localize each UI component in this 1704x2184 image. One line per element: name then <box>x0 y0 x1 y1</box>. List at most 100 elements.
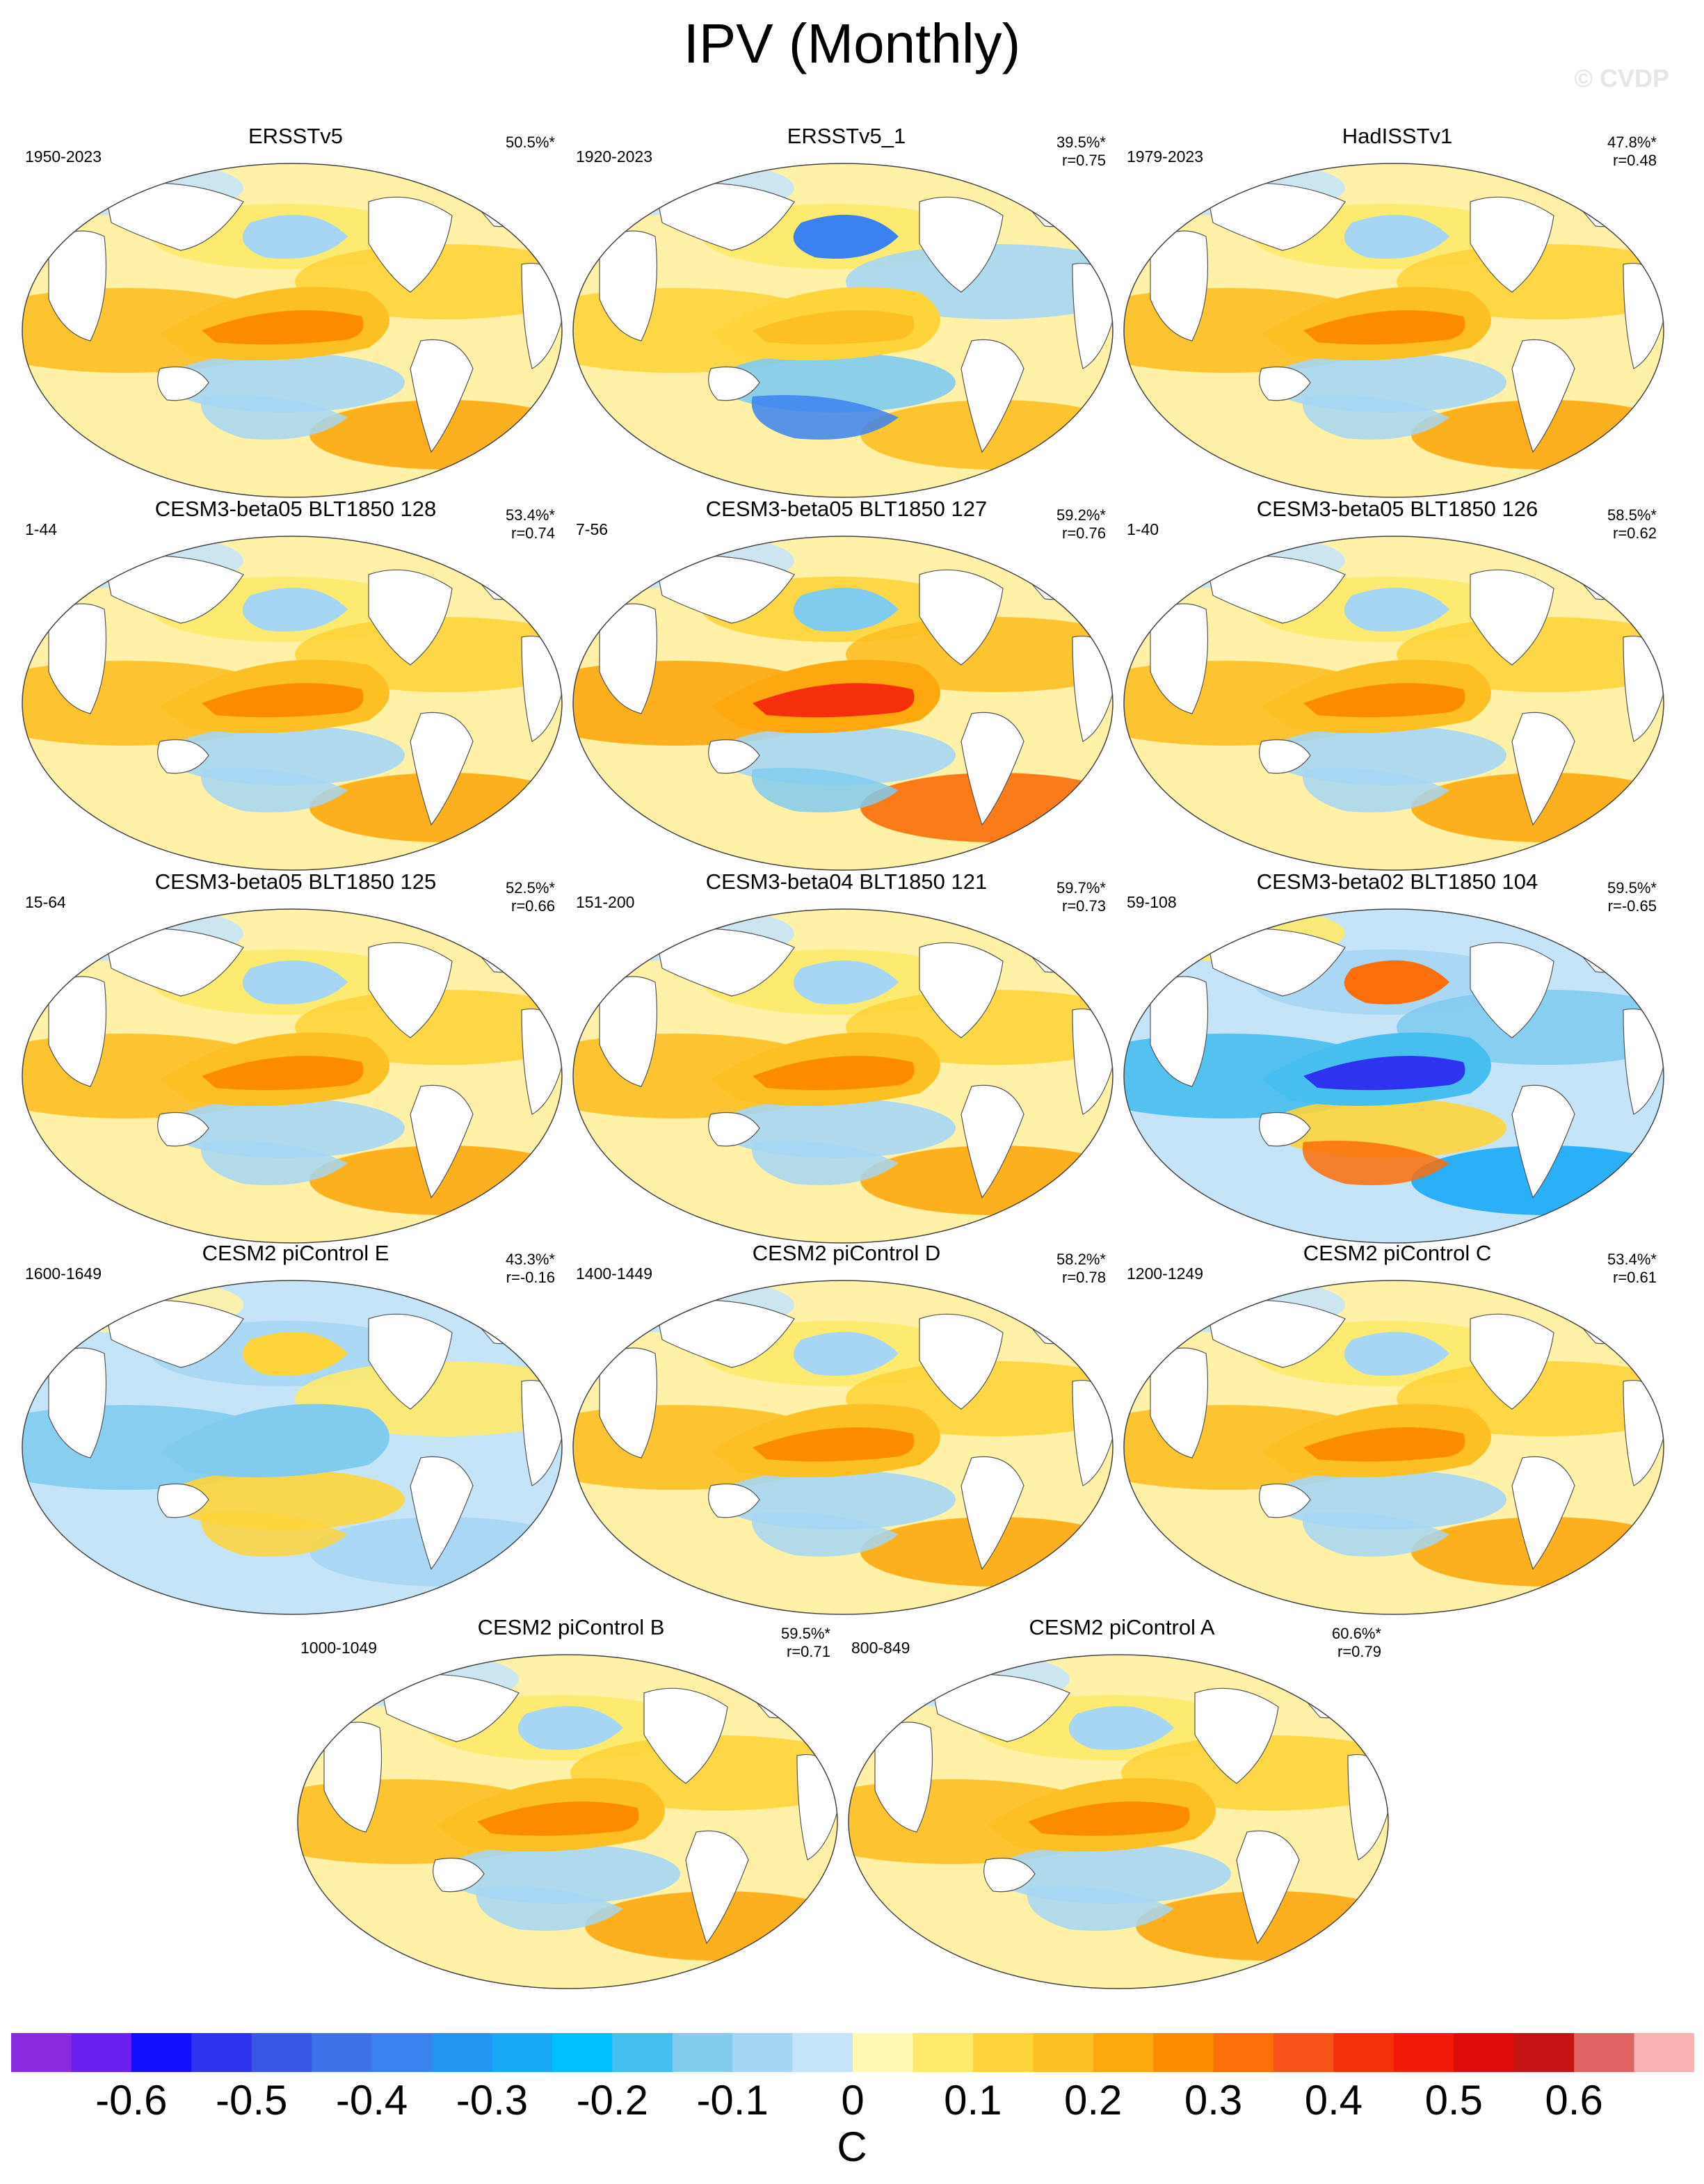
colorbar-swatch <box>732 2033 793 2072</box>
map-panel: ERSSTv51950-2023 50.5%* <box>21 124 570 499</box>
panel-stats: 39.5%*r=0.75 <box>1056 134 1106 170</box>
panel-stats: 58.5%*r=0.62 <box>1607 506 1657 543</box>
panel-stats: 59.5%*r=-0.65 <box>1607 879 1657 915</box>
variance-explained: 53.4%* <box>506 506 555 524</box>
panel-period: 1920-2023 <box>576 147 652 166</box>
colorbar-tick-label: 0.2 <box>1038 2076 1149 2125</box>
variance-explained: 53.4%* <box>1607 1251 1657 1269</box>
variance-explained: 50.5%* <box>506 134 555 152</box>
page-title: IPV (Monthly) <box>0 6 1704 82</box>
pattern-correlation: r=0.61 <box>1607 1269 1657 1287</box>
variance-explained: 59.5%* <box>1607 879 1657 897</box>
variance-explained: 43.3%* <box>506 1251 555 1269</box>
panel-period: 151-200 <box>576 893 634 912</box>
panel-stats: 43.3%*r=-0.16 <box>506 1251 555 1287</box>
map-panel: CESM3-beta05 BLT1850 1281-44 53.4%*r=0.74 <box>21 497 570 872</box>
sst-map <box>572 1277 1121 1618</box>
panel-stats: 60.6%*r=0.79 <box>1332 1625 1381 1661</box>
colorbar-swatch <box>1093 2033 1154 2072</box>
panel-period: 15-64 <box>25 893 66 912</box>
map-panel: ERSSTv5_11920-202339.5%*r=0.75 <box>572 124 1121 499</box>
panel-stats: 59.7%*r=0.73 <box>1056 879 1106 915</box>
panel-period: 59-108 <box>1127 893 1177 912</box>
colorbar-swatch <box>913 2033 973 2072</box>
panel-title: CESM3-beta04 BLT1850 121 <box>572 869 1121 894</box>
colorbar-swatch <box>612 2033 673 2072</box>
colorbar-tick-label: 0.5 <box>1398 2076 1509 2125</box>
panel-stats: 53.4%*r=0.74 <box>506 506 555 543</box>
panel-stats: 59.5%*r=0.71 <box>781 1625 830 1661</box>
colorbar-swatch <box>853 2033 913 2072</box>
variance-explained: 59.5%* <box>781 1625 830 1643</box>
sst-map <box>1123 906 1672 1246</box>
panel-title: CESM3-beta05 BLT1850 128 <box>21 497 570 522</box>
variance-explained: 58.2%* <box>1056 1251 1106 1269</box>
sst-map <box>21 160 570 501</box>
panel-title: CESM3-beta05 BLT1850 125 <box>21 869 570 894</box>
sst-map <box>572 906 1121 1246</box>
colorbar-swatch <box>673 2033 733 2072</box>
sst-map <box>21 533 570 874</box>
colorbar-swatch <box>191 2033 252 2072</box>
variance-explained: 60.6%* <box>1332 1625 1381 1643</box>
panel-period: 1200-1249 <box>1127 1264 1203 1283</box>
colorbar-swatch <box>372 2033 433 2072</box>
panel-title: CESM2 piControl C <box>1123 1241 1672 1266</box>
colorbar-swatch <box>1574 2033 1634 2072</box>
sst-map <box>21 906 570 1246</box>
colorbar-tick-label: 0 <box>797 2076 908 2125</box>
colorbar-swatch <box>1333 2033 1394 2072</box>
sst-map <box>847 1651 1397 1992</box>
pattern-correlation: r=0.62 <box>1607 524 1657 543</box>
panel-stats: 50.5%* <box>506 134 555 152</box>
panel-period: 1-44 <box>25 520 57 539</box>
sst-map <box>296 1651 846 1992</box>
sst-map <box>1123 1277 1672 1618</box>
panel-title: CESM2 piControl A <box>847 1615 1397 1640</box>
pattern-correlation: r=0.74 <box>506 524 555 543</box>
colorbar-tick-label: -0.3 <box>436 2076 547 2125</box>
panel-period: 1600-1649 <box>25 1264 102 1283</box>
colorbar-swatch <box>1514 2033 1575 2072</box>
map-panel: CESM2 piControl B1000-104959.5%*r=0.71 <box>296 1615 846 1991</box>
panel-title: CESM3-beta05 BLT1850 127 <box>572 497 1121 522</box>
pattern-correlation: r=0.71 <box>781 1643 830 1661</box>
colorbar-swatch <box>1634 2033 1694 2072</box>
map-panel: CESM3-beta02 BLT1850 10459-10859.5%*r=-0… <box>1123 869 1672 1245</box>
panel-title: CESM2 piControl E <box>21 1241 570 1266</box>
colorbar-swatch <box>1273 2033 1334 2072</box>
panel-period: 1979-2023 <box>1127 147 1203 166</box>
panel-stats: 53.4%*r=0.61 <box>1607 1251 1657 1287</box>
map-panel: CESM2 piControl A800-849 60.6%*r=0.79 <box>847 1615 1397 1991</box>
variance-explained: 59.7%* <box>1056 879 1106 897</box>
pattern-correlation: r=0.48 <box>1607 152 1657 170</box>
pattern-correlation: r=0.75 <box>1056 152 1106 170</box>
panel-period: 1950-2023 <box>25 147 102 166</box>
colorbar-tick-label: -0.1 <box>677 2076 788 2125</box>
colorbar <box>11 2033 1694 2072</box>
colorbar-tick-label: 0.4 <box>1278 2076 1389 2125</box>
pattern-correlation: r=-0.16 <box>506 1269 555 1287</box>
pattern-correlation: r=0.79 <box>1332 1643 1381 1661</box>
panel-period: 800-849 <box>851 1639 910 1657</box>
colorbar-swatch <box>432 2033 492 2072</box>
colorbar-swatch <box>1454 2033 1514 2072</box>
colorbar-swatch <box>1394 2033 1454 2072</box>
map-panel: CESM3-beta05 BLT1850 12515-6452.5%*r=0.6… <box>21 869 570 1245</box>
sst-map <box>1123 533 1672 874</box>
colorbar-tick-label: -0.6 <box>76 2076 187 2125</box>
panel-period: 1400-1449 <box>576 1264 652 1283</box>
panel-title: ERSSTv5 <box>21 124 570 149</box>
colorbar-tick-label: -0.5 <box>196 2076 307 2125</box>
colorbar-swatch <box>973 2033 1034 2072</box>
pattern-correlation: r=0.76 <box>1056 524 1106 543</box>
variance-explained: 58.5%* <box>1607 506 1657 524</box>
map-panel: CESM2 piControl C1200-1249 53.4%*r=0.61 <box>1123 1241 1672 1616</box>
colorbar-tick-label: -0.2 <box>556 2076 668 2125</box>
colorbar-swatch <box>11 2033 72 2072</box>
colorbar-swatch <box>131 2033 192 2072</box>
panel-title: HadISSTv1 <box>1123 124 1672 149</box>
colorbar-tick-label: 0.1 <box>917 2076 1029 2125</box>
sst-map <box>572 160 1121 501</box>
colorbar-swatch <box>312 2033 372 2072</box>
